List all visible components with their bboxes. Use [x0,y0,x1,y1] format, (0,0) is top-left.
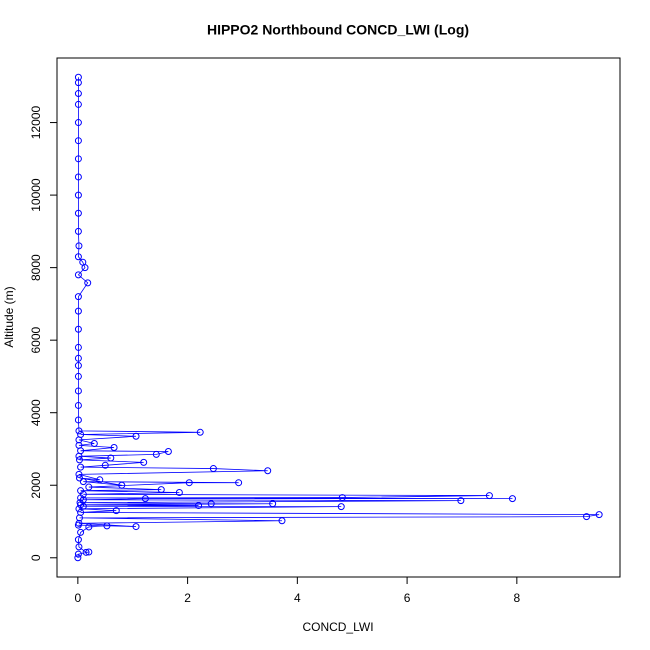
data-point [77,508,85,516]
data-point [235,479,243,487]
data-point [132,523,140,531]
data-point [74,100,82,108]
x-tick-label: 0 [75,591,82,605]
data-point [74,227,82,235]
data-point [75,242,83,250]
y-axis-label: Altitude (m) [2,286,16,347]
data-point [152,450,160,458]
data-point [103,522,111,530]
x-tick-label: 8 [513,591,520,605]
data-point [185,479,193,487]
plot-frame [56,57,621,578]
data-point [164,448,172,456]
data-point [85,523,93,531]
x-axis-label: CONCD_LWI [302,620,373,634]
data-point [74,173,82,181]
data-point [74,191,82,199]
data-point [74,137,82,145]
data-point [195,502,203,510]
data-point [77,430,85,438]
data-point [74,387,82,395]
data-point [79,258,87,266]
data-point [74,209,82,217]
data-line [77,77,600,558]
data-point [74,372,82,380]
data-point [74,536,82,544]
data-point [278,517,286,525]
data-point [74,253,82,261]
y-tick-label: 6000 [29,326,43,353]
data-point [141,495,149,503]
data-point [74,293,82,301]
data-point [74,554,82,562]
data-point [79,478,87,486]
data-point [107,454,115,462]
data-point [75,543,83,551]
data-point [90,440,98,448]
x-tick-label: 2 [184,591,191,605]
y-tick-label: 2000 [29,472,43,499]
data-point [595,511,603,519]
data-point [118,481,126,489]
data-point [101,461,109,469]
data-point [74,79,82,87]
data-point [140,458,148,466]
data-point [75,474,83,482]
data-point [82,548,90,556]
x-tick-label: 6 [404,591,411,605]
data-point [269,500,277,508]
data-point [77,487,85,495]
y-tick-label: 8000 [29,254,43,281]
data-point [209,465,217,473]
data-point [74,362,82,370]
data-point [74,155,82,163]
data-point [74,307,82,315]
y-tick-label: 4000 [29,399,43,426]
data-point [74,73,82,81]
data-point [74,343,82,351]
data-point [75,441,83,449]
y-tick-label: 12000 [29,106,43,140]
data-point [74,90,82,98]
data-point [75,427,83,435]
data-point [338,494,346,502]
data-point [74,325,82,333]
data-point [74,550,82,558]
data-point [110,444,118,452]
x-tick-label: 4 [294,591,301,605]
data-point [74,354,82,362]
data-point [74,271,82,279]
data-point [337,503,345,511]
data-point [85,548,93,556]
data-point [74,401,82,409]
data-point [84,279,92,287]
data-point [508,495,516,503]
data-point [583,513,591,521]
data-point [264,467,272,475]
y-tick-label: 0 [29,554,43,561]
data-point [77,463,85,471]
data-point [157,486,165,494]
data-point [175,488,183,496]
data-point [85,483,93,491]
data-point [457,497,465,505]
chart-title: HIPPO2 Northbound CONCD_LWI (Log) [207,22,469,38]
data-point [132,432,140,440]
data-point [74,119,82,127]
y-tick-label: 10000 [29,178,43,212]
data-point [75,456,83,464]
data-point [485,492,493,500]
data-point [75,470,83,478]
data-point [196,428,204,436]
data-point [77,528,85,536]
data-point [75,519,83,527]
data-point [207,500,215,508]
data-point [96,476,104,484]
data-point [74,416,82,424]
data-point [112,507,120,515]
